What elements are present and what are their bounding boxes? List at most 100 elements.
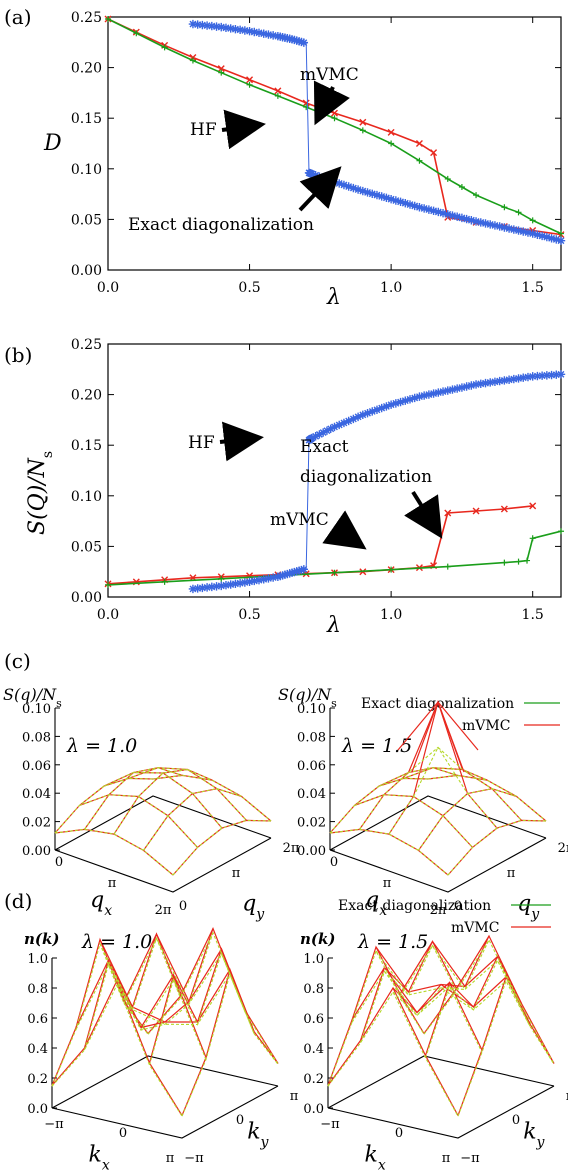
panel-d-subplot-lambda-1-0: n(k)1.00.80.60.40.20.0λ = 1.0−π0π −π0πkxk… bbox=[24, 927, 299, 1174]
arrow-mvmc-a bbox=[313, 80, 350, 126]
panel-a-marker-hf bbox=[457, 213, 467, 223]
panel-a-marker-hf bbox=[419, 204, 429, 213]
panel-b-marker-hf bbox=[533, 371, 542, 381]
panel-c-tick-pi-x: π bbox=[383, 876, 392, 891]
panel-b-marker-hf bbox=[481, 378, 490, 388]
panel-a-marker-ed bbox=[133, 30, 140, 37]
panel-c-peak-line bbox=[411, 701, 439, 773]
panel-b-marker-hf bbox=[363, 408, 372, 418]
panel-c-surface-mvmc bbox=[354, 794, 473, 848]
panel-c-ztick-label: 0.08 bbox=[22, 730, 51, 745]
panel-a-marker-hf bbox=[299, 38, 309, 47]
panel-a-xtick-label: 1.0 bbox=[380, 280, 402, 296]
panel-c-qy-main: q bbox=[517, 891, 531, 916]
panel-d-surface-mvmc bbox=[99, 939, 231, 1023]
panel-c-ztick-label: 0.10 bbox=[22, 702, 51, 717]
panel-d-tick-neg-pi-y: −π bbox=[184, 1151, 204, 1166]
panel-d-ztick-label: 0.0 bbox=[303, 1102, 324, 1117]
panel-c-z-label-sub: s bbox=[56, 697, 62, 710]
panel-b-marker-hf bbox=[542, 371, 552, 380]
panel-d-surface-ed bbox=[359, 944, 457, 1043]
panel-b-ytick-label: 0.15 bbox=[71, 438, 102, 454]
panel-a-marker-hf bbox=[533, 230, 542, 239]
panel-d-lambda-label: λ = 1.5 bbox=[357, 931, 428, 953]
panel-a-marker-mvmc bbox=[246, 76, 254, 84]
panel-a-marker-hf bbox=[471, 217, 481, 226]
panel-b-marker-hf bbox=[307, 433, 317, 443]
panel-b-marker-hf bbox=[401, 396, 410, 405]
panel-b-marker-hf bbox=[434, 388, 443, 397]
panel-a-y-ticks: 0.00 0.05 0.10 0.15 0.20 0.25 bbox=[71, 10, 561, 279]
panel-b-y-label: S(Q)/Ns bbox=[25, 451, 56, 535]
panel-a-marker-hf bbox=[481, 219, 490, 228]
panel-a-marker-hf bbox=[519, 227, 528, 236]
panel-b-xtick-label: 0.5 bbox=[238, 607, 260, 623]
panel-b-marker-hf bbox=[311, 432, 320, 441]
panel-a-marker-hf bbox=[429, 206, 438, 215]
legend-ed-d: Exact diagonalization bbox=[338, 898, 491, 914]
panel-b-marker-hf bbox=[240, 578, 250, 587]
panel-d-ztick-label: 1.0 bbox=[303, 952, 324, 967]
panel-b-marker-hf bbox=[523, 372, 533, 382]
panel-a: (a) 0.00 0.05 0.10 0.15 0.20 0.25 0.0 0.5 1.0 1.… bbox=[4, 5, 566, 310]
panel-a-marker-ed bbox=[529, 217, 536, 224]
panel-a-marker-hf bbox=[240, 26, 250, 35]
panel-b-marker-hf bbox=[457, 383, 467, 392]
panel-d-ztick-label: 0.6 bbox=[303, 1012, 324, 1027]
panel-a-marker-hf bbox=[495, 222, 504, 231]
panel-a-marker-mvmc bbox=[387, 128, 395, 136]
panel-b-marker-ed bbox=[558, 528, 564, 535]
panel-d-tick-pi-x: π bbox=[166, 1151, 175, 1166]
panel-a-marker-hf bbox=[405, 200, 415, 209]
panel-b-label: (b) bbox=[4, 343, 32, 367]
svg-text:S(Q)/Ns: S(Q)/Ns bbox=[25, 451, 56, 535]
panel-b-marker-hf bbox=[429, 389, 438, 398]
panel-d-surface-mvmc bbox=[148, 947, 247, 1064]
panel-d-surface-mvmc bbox=[423, 934, 555, 1064]
panel-b-marker-hf bbox=[330, 422, 339, 432]
panel-b-ytick-label: 0.20 bbox=[71, 388, 102, 404]
panel-d-base-back bbox=[327, 1055, 555, 1109]
panel-c-tick-pi-y: π bbox=[232, 866, 241, 881]
panel-a-xtick-label: 1.5 bbox=[522, 280, 544, 296]
panel-b-marker-hf bbox=[405, 395, 415, 404]
panel-b-marker-mvmc bbox=[472, 507, 480, 515]
panel-d-lambda-label: λ = 1.0 bbox=[81, 931, 152, 953]
panel-b-ytick-label: 0.10 bbox=[71, 489, 102, 505]
panel-a-y-label: D bbox=[43, 131, 62, 156]
panel-b-marker-ed bbox=[529, 535, 536, 542]
annotation-exact-b: Exact bbox=[300, 437, 349, 457]
panel-d-kx-main: k bbox=[365, 1143, 378, 1168]
panel-b-marker-hf bbox=[415, 392, 424, 401]
panel-d-ztick-label: 1.0 bbox=[27, 952, 48, 967]
panel-a-marker-hf bbox=[268, 31, 278, 40]
panel-a-marker-hf bbox=[368, 189, 377, 198]
panel-c-lambda-label: λ = 1.5 bbox=[341, 735, 412, 757]
panel-a-marker-hf bbox=[443, 210, 452, 219]
panel-b-marker-hf bbox=[495, 376, 504, 386]
panel-a-marker-ed bbox=[274, 92, 281, 99]
panel-c-ztick-label: 0.10 bbox=[297, 702, 326, 717]
panel-a-marker-hf bbox=[386, 194, 396, 204]
panel-b-marker-hf bbox=[226, 580, 235, 589]
panel-c-surface-mvmc bbox=[329, 828, 449, 876]
panel-b-frame bbox=[107, 343, 562, 598]
panel-b-marker-hf bbox=[349, 414, 358, 424]
panel-c-z-label: S(q)/Ns bbox=[3, 685, 62, 710]
panel-b-line-exact-diagonalization bbox=[107, 530, 562, 586]
panel-b-marker-hf bbox=[264, 574, 273, 583]
panel-d-surface-ed bbox=[375, 950, 507, 1011]
panel-d-ky-main: k bbox=[247, 1120, 260, 1145]
panel-b-marker-ed bbox=[444, 563, 451, 570]
panel-d-ztick-label: 0.6 bbox=[27, 1012, 48, 1027]
panel-b-marker-hf bbox=[462, 382, 471, 391]
panel-a-marker-ed bbox=[558, 230, 564, 237]
panel-a-marker-hf bbox=[245, 26, 254, 36]
panel-a-marker-hf bbox=[509, 225, 519, 234]
panel-b-marker-hf bbox=[490, 377, 500, 386]
panel-c-qx-label: qx bbox=[90, 888, 112, 919]
panel-a-marker-hf bbox=[198, 20, 207, 30]
panel-d-subplot-lambda-1-5: n(k)1.00.80.60.40.20.0λ = 1.5−π0π−π0πkxk… bbox=[300, 930, 568, 1174]
annotation-diag-b: diagonalization bbox=[300, 467, 432, 487]
panel-d-surface-ed bbox=[99, 943, 231, 1026]
